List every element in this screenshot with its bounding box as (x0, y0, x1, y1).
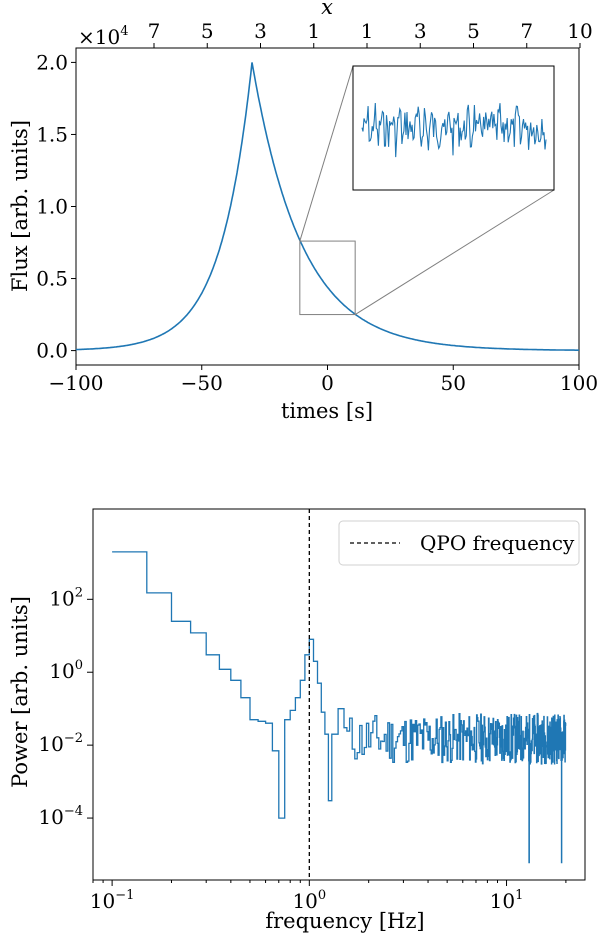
secondary-x-tick-label: 7 (148, 19, 161, 43)
offset-label: ×104 (78, 24, 129, 49)
secondary-x-tick-label: 7 (520, 19, 533, 43)
secondary-x-tick-label: 10 (567, 19, 592, 43)
legend-label: QPO frequency (420, 531, 575, 555)
y-tick-label: 0.0 (36, 339, 68, 363)
secondary-x-tick-label: 3 (414, 19, 427, 43)
top-x-label: times [s] (281, 399, 373, 423)
x-tick-label: −100 (49, 371, 104, 395)
legend-box (338, 520, 580, 566)
y-tick-label: 1.5 (36, 122, 68, 146)
y-tick-label: 2.0 (36, 50, 68, 74)
secondary-x-tick-label: 1 (361, 19, 374, 43)
y-tick-label: 102 (49, 585, 83, 610)
light-curve-panel: −100 −50 0 50 100 0.0 0.5 1.0 1.5 2.0 7 5 3 1 1 3 5 7 10… (8, 0, 598, 423)
bottom-axes-frame (92, 508, 586, 881)
inset-oscillation-line (361, 102, 547, 158)
y-tick-label: 10−4 (38, 804, 83, 829)
power-spectrum-panel: 10−1 100 101 10−4 10−2 100 102 frequency [Hz]… (8, 508, 586, 933)
zoom-connector-upper (299, 65, 354, 242)
secondary-x-tick-label: 5 (201, 19, 214, 43)
secondary-x-tick-label: 1 (307, 19, 320, 43)
y-tick-label: 0.5 (36, 267, 68, 291)
x-tick-label: 0 (321, 371, 334, 395)
zoom-connector-lower (354, 189, 555, 315)
secondary-x-tick-label: 5 (467, 19, 480, 43)
top-x-ticks: −100 −50 0 50 100 (49, 365, 598, 395)
y-tick-label: 10−2 (38, 731, 83, 756)
x-tick-label: 100 (560, 371, 598, 395)
top-y-ticks: 0.0 0.5 1.0 1.5 2.0 (36, 50, 76, 363)
top-y-label: Flux [arb. units] (8, 120, 32, 292)
light-curve-line (75, 62, 579, 351)
secondary-x-label: x (321, 0, 333, 19)
bottom-x-label: frequency [Hz] (265, 909, 424, 933)
x-tick-label: −50 (181, 371, 223, 395)
x-tick-label: 101 (490, 888, 524, 913)
secondary-x-tick-label: 3 (254, 19, 267, 43)
bottom-y-ticks: 10−4 10−2 100 102 (38, 585, 93, 829)
bottom-x-ticks: 10−1 100 101 (90, 880, 567, 913)
y-tick-label: 100 (49, 658, 83, 683)
secondary-x-ticks: 7 5 3 1 1 3 5 7 10 (148, 19, 593, 48)
x-tick-label: 50 (441, 371, 466, 395)
legend: QPO frequency (338, 520, 580, 566)
y-tick-label: 1.0 (36, 195, 68, 219)
power-spectrum-line (112, 551, 567, 864)
x-tick-label: 10−1 (90, 888, 135, 913)
x-tick-label: 100 (292, 888, 326, 913)
bottom-y-label: Power [arb. units] (8, 596, 32, 788)
zoom-box (299, 240, 356, 316)
